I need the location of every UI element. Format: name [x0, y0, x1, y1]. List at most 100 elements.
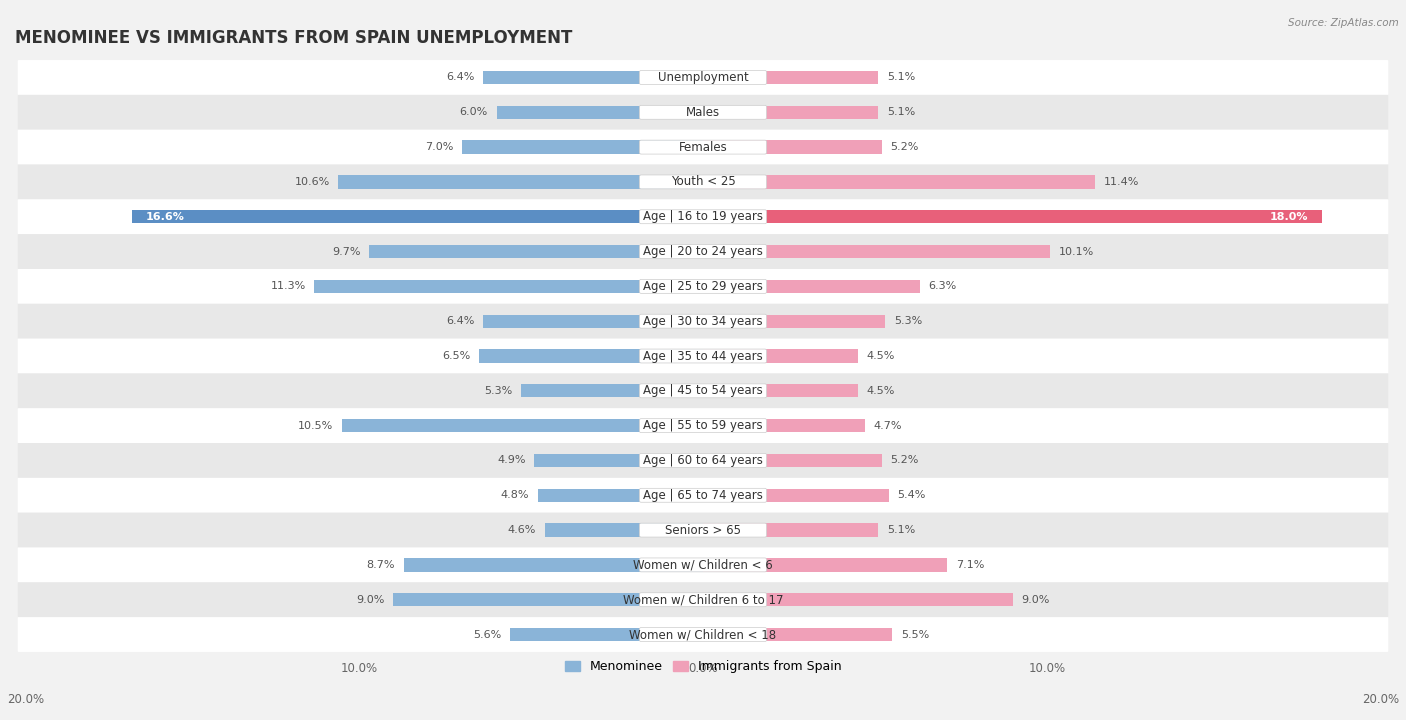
Text: 9.0%: 9.0% — [1021, 595, 1049, 605]
FancyBboxPatch shape — [18, 443, 1388, 478]
FancyBboxPatch shape — [640, 105, 766, 120]
Bar — [315, 280, 703, 293]
FancyBboxPatch shape — [18, 199, 1388, 234]
FancyBboxPatch shape — [640, 558, 766, 572]
Text: 10.6%: 10.6% — [294, 177, 330, 187]
FancyBboxPatch shape — [640, 488, 766, 503]
Text: 5.1%: 5.1% — [887, 107, 915, 117]
Text: 5.5%: 5.5% — [901, 629, 929, 639]
Text: 4.9%: 4.9% — [498, 456, 526, 465]
Bar — [703, 140, 882, 154]
Text: Age | 55 to 59 years: Age | 55 to 59 years — [643, 419, 763, 432]
Text: 11.3%: 11.3% — [270, 282, 305, 292]
FancyBboxPatch shape — [640, 140, 766, 154]
Bar — [703, 210, 1322, 223]
Text: Women w/ Children < 18: Women w/ Children < 18 — [630, 628, 776, 641]
Text: Unemployment: Unemployment — [658, 71, 748, 84]
Bar — [339, 175, 703, 189]
FancyBboxPatch shape — [18, 338, 1388, 374]
Bar — [482, 315, 703, 328]
Text: Age | 16 to 19 years: Age | 16 to 19 years — [643, 210, 763, 223]
Text: Age | 35 to 44 years: Age | 35 to 44 years — [643, 349, 763, 362]
FancyBboxPatch shape — [640, 349, 766, 363]
Text: 6.4%: 6.4% — [446, 73, 474, 83]
Text: 7.1%: 7.1% — [956, 560, 984, 570]
Text: 5.1%: 5.1% — [887, 525, 915, 535]
Bar — [520, 384, 703, 397]
FancyBboxPatch shape — [640, 523, 766, 537]
Bar — [463, 140, 703, 154]
FancyBboxPatch shape — [640, 210, 766, 224]
Text: Source: ZipAtlas.com: Source: ZipAtlas.com — [1288, 18, 1399, 28]
Text: Age | 25 to 29 years: Age | 25 to 29 years — [643, 280, 763, 293]
FancyBboxPatch shape — [640, 628, 766, 642]
Text: 6.3%: 6.3% — [928, 282, 956, 292]
FancyBboxPatch shape — [18, 617, 1388, 652]
FancyBboxPatch shape — [640, 454, 766, 467]
Text: 4.8%: 4.8% — [501, 490, 529, 500]
Text: Age | 30 to 34 years: Age | 30 to 34 years — [643, 315, 763, 328]
Text: Males: Males — [686, 106, 720, 119]
Bar — [703, 175, 1095, 189]
FancyBboxPatch shape — [18, 304, 1388, 338]
Text: 6.5%: 6.5% — [443, 351, 471, 361]
Bar — [496, 106, 703, 119]
FancyBboxPatch shape — [18, 130, 1388, 164]
Text: 4.7%: 4.7% — [873, 420, 901, 431]
Bar — [370, 245, 703, 258]
Text: 6.0%: 6.0% — [460, 107, 488, 117]
Text: 4.5%: 4.5% — [866, 386, 894, 396]
Bar — [703, 245, 1050, 258]
Text: 5.1%: 5.1% — [887, 73, 915, 83]
FancyBboxPatch shape — [18, 408, 1388, 443]
Text: 9.7%: 9.7% — [332, 246, 361, 256]
FancyBboxPatch shape — [18, 513, 1388, 547]
Bar — [404, 558, 703, 572]
Text: 9.0%: 9.0% — [357, 595, 385, 605]
Bar — [703, 628, 893, 642]
Text: MENOMINEE VS IMMIGRANTS FROM SPAIN UNEMPLOYMENT: MENOMINEE VS IMMIGRANTS FROM SPAIN UNEMP… — [15, 30, 572, 48]
Text: 5.3%: 5.3% — [894, 316, 922, 326]
Text: 4.6%: 4.6% — [508, 525, 536, 535]
Bar — [394, 593, 703, 606]
Text: Seniors > 65: Seniors > 65 — [665, 523, 741, 536]
Bar — [703, 71, 879, 84]
Text: 8.7%: 8.7% — [367, 560, 395, 570]
FancyBboxPatch shape — [18, 234, 1388, 269]
FancyBboxPatch shape — [640, 175, 766, 189]
Text: Age | 45 to 54 years: Age | 45 to 54 years — [643, 384, 763, 397]
Text: 20.0%: 20.0% — [1362, 693, 1399, 706]
FancyBboxPatch shape — [640, 245, 766, 258]
Text: 10.1%: 10.1% — [1059, 246, 1094, 256]
Legend: Menominee, Immigrants from Spain: Menominee, Immigrants from Spain — [560, 655, 846, 678]
Bar — [342, 419, 703, 432]
Bar — [703, 558, 948, 572]
FancyBboxPatch shape — [640, 384, 766, 397]
Bar — [703, 384, 858, 397]
Text: 5.2%: 5.2% — [890, 142, 920, 152]
Text: 11.4%: 11.4% — [1104, 177, 1139, 187]
Bar — [482, 71, 703, 84]
Text: Females: Females — [679, 140, 727, 153]
FancyBboxPatch shape — [18, 164, 1388, 199]
Text: 5.3%: 5.3% — [484, 386, 512, 396]
Bar — [544, 523, 703, 536]
Bar — [703, 489, 889, 502]
Bar — [703, 349, 858, 363]
Bar — [132, 210, 703, 223]
Text: 5.4%: 5.4% — [897, 490, 925, 500]
Text: 16.6%: 16.6% — [146, 212, 184, 222]
Bar — [479, 349, 703, 363]
Bar — [703, 280, 920, 293]
FancyBboxPatch shape — [640, 314, 766, 328]
FancyBboxPatch shape — [640, 71, 766, 84]
Text: 7.0%: 7.0% — [425, 142, 454, 152]
FancyBboxPatch shape — [18, 60, 1388, 95]
Text: 20.0%: 20.0% — [7, 693, 44, 706]
Bar — [510, 628, 703, 642]
Text: Youth < 25: Youth < 25 — [671, 176, 735, 189]
Text: 18.0%: 18.0% — [1270, 212, 1309, 222]
FancyBboxPatch shape — [640, 593, 766, 607]
FancyBboxPatch shape — [18, 582, 1388, 617]
Bar — [703, 454, 882, 467]
